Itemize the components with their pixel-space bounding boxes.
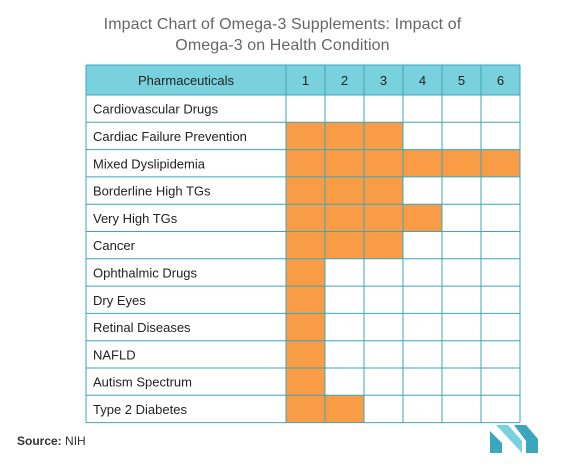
impact-cell-12-1 (286, 395, 325, 423)
impact-cell-3-4 (403, 149, 442, 177)
row-label: Cancer (93, 238, 136, 253)
mordor-logo-icon (490, 425, 538, 453)
row-label: Ophthalmic Drugs (93, 265, 198, 280)
source-value: NIH (65, 434, 86, 448)
impact-cell-5-4 (403, 204, 442, 232)
impact-cell-4-1 (286, 176, 325, 205)
source-note: Source: NIH (17, 434, 86, 448)
row-label: Borderline High TGs (93, 184, 211, 199)
row-label: Very High TGs (93, 211, 178, 226)
chart-title-line-1: Impact Chart of Omega-3 Supplements: Imp… (103, 16, 462, 33)
chart-title-line-2: Omega-3 on Health Condition (175, 37, 390, 54)
impact-cell-6-2 (325, 231, 364, 259)
source-label: Source: (17, 434, 62, 448)
impact-cell-4-3 (364, 176, 403, 205)
impact-cell-6-3 (364, 231, 403, 259)
chart-title: Impact Chart of Omega-3 Supplements: Imp… (0, 14, 565, 56)
column-header-1: 1 (302, 73, 309, 88)
row-label: Mixed Dyslipidemia (93, 156, 206, 171)
column-header-6: 6 (497, 73, 504, 88)
impact-cell-5-2 (325, 204, 364, 232)
column-header-3: 3 (380, 73, 387, 88)
header-band (86, 65, 520, 95)
row-label: Dry Eyes (93, 293, 146, 308)
impact-cell-9-1 (286, 313, 325, 341)
column-header-5: 5 (458, 73, 465, 88)
column-header-2: 2 (341, 73, 348, 88)
impact-cell-3-5 (442, 149, 481, 177)
impact-cell-4-2 (325, 176, 364, 205)
impact-cell-2-1 (286, 122, 325, 150)
impact-cell-11-1 (286, 368, 325, 396)
impact-cell-7-1 (286, 258, 325, 287)
impact-cell-10-1 (286, 340, 325, 368)
impact-cell-5-1 (286, 204, 325, 232)
column-header-4: 4 (419, 73, 426, 88)
row-label: Cardiovascular Drugs (93, 102, 218, 117)
impact-cell-5-3 (364, 204, 403, 232)
row-label: Type 2 Diabetes (93, 402, 187, 417)
header-label: Pharmaceuticals (138, 73, 235, 88)
impact-cell-12-2 (325, 395, 364, 423)
row-label: Autism Spectrum (93, 375, 192, 390)
impact-cell-2-3 (364, 122, 403, 150)
row-label: Retinal Diseases (93, 320, 191, 335)
impact-cell-2-2 (325, 122, 364, 150)
impact-cell-6-1 (286, 231, 325, 259)
impact-cell-3-1 (286, 149, 325, 177)
impact-cell-3-2 (325, 149, 364, 177)
impact-cell-3-3 (364, 149, 403, 177)
row-label: Cardiac Failure Prevention (93, 129, 247, 144)
row-label: NAFLD (93, 347, 136, 362)
impact-cell-3-6 (481, 149, 520, 177)
impact-cell-8-1 (286, 286, 325, 314)
